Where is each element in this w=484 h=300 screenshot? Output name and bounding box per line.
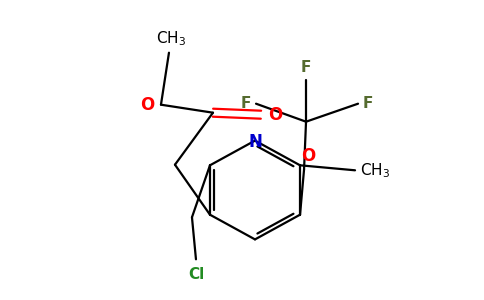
Text: F: F [301, 60, 311, 75]
Text: O: O [140, 96, 154, 114]
Text: O: O [301, 147, 315, 165]
Text: Cl: Cl [188, 267, 204, 282]
Text: CH$_3$: CH$_3$ [156, 29, 186, 48]
Text: CH$_3$: CH$_3$ [360, 161, 390, 180]
Text: F: F [241, 96, 251, 111]
Text: N: N [248, 133, 262, 151]
Text: F: F [363, 96, 374, 111]
Text: O: O [268, 106, 282, 124]
